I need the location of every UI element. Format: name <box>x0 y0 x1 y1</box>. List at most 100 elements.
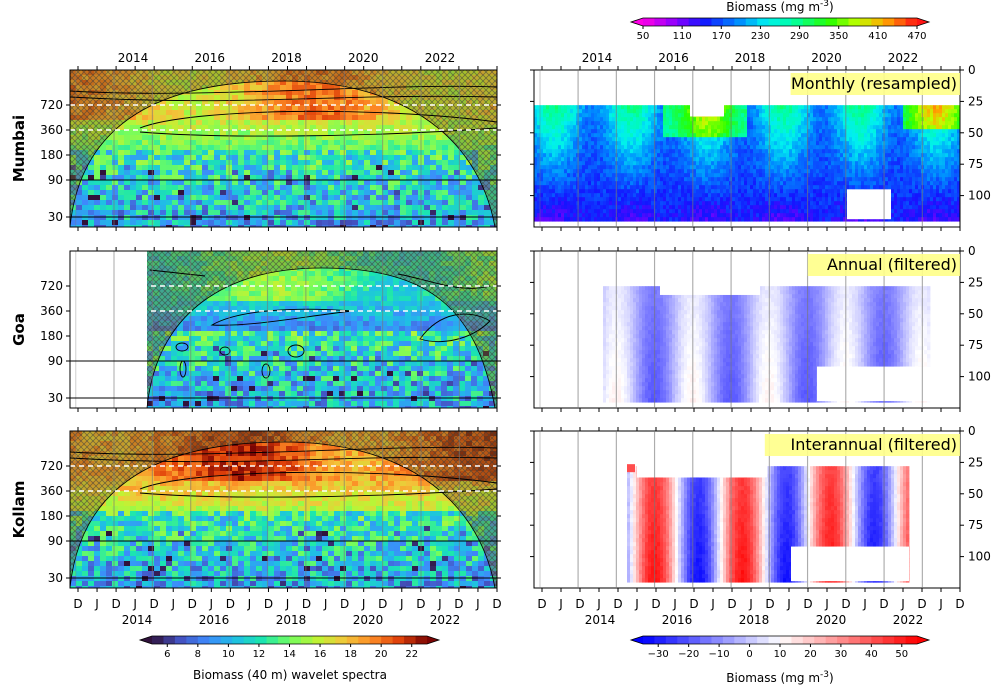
top-year-label: 2016 <box>194 51 225 65</box>
bottom-year-label: 2014 <box>585 613 616 627</box>
top-year-label: 2016 <box>658 51 689 65</box>
interannual-heatmap <box>627 464 910 583</box>
wavelet-panel-mumbai <box>70 70 497 227</box>
colorbar-tick-label: 230 <box>751 31 770 42</box>
top-year-label: 2014 <box>118 51 149 65</box>
panel-frame <box>69 250 498 409</box>
colorbar-extend-high <box>427 636 439 644</box>
depth-tick-label: 25 <box>968 455 983 469</box>
biomass-colorbar-top <box>629 17 931 29</box>
y-tick-label: 90 <box>48 354 63 368</box>
colorbar-tick-label: 50 <box>895 649 908 660</box>
wavelet-colorbar-label: Biomass (40 m) wavelet spectra <box>193 668 387 682</box>
bottom-year-label: 2020 <box>353 613 384 627</box>
month-label: D <box>378 597 387 611</box>
month-label: J <box>634 597 639 611</box>
row-label: Kollam <box>10 481 28 539</box>
top-year-label: 2022 <box>888 51 919 65</box>
colorbar-tick-label: −10 <box>709 649 730 660</box>
month-label: D <box>689 597 698 611</box>
colorbar-tick-label: 30 <box>835 649 848 660</box>
month-label: D <box>492 597 501 611</box>
y-tick-label: 360 <box>40 123 63 137</box>
interannual-panel-frame <box>533 430 961 589</box>
row-label: Goa <box>10 313 28 346</box>
month-label: D <box>340 597 349 611</box>
colorbar-extend-high <box>917 18 929 26</box>
month-label: D <box>879 597 888 611</box>
month-label: D <box>111 597 120 611</box>
anomaly-colorbar <box>629 635 931 647</box>
bottom-year-label: 2016 <box>199 613 230 627</box>
top-year-label: 2020 <box>348 51 379 65</box>
month-label: J <box>862 597 867 611</box>
colorbar-tick-label: 8 <box>195 649 201 660</box>
bottom-year-label: 2022 <box>893 613 924 627</box>
depth-tick-label: 75 <box>968 338 983 352</box>
month-label: D <box>955 597 964 611</box>
y-tick-label: 360 <box>40 304 63 318</box>
month-label: D <box>841 597 850 611</box>
colorbar-tick-label: 14 <box>283 649 296 660</box>
coi-hatch <box>70 431 497 588</box>
depth-tick-label: 75 <box>968 518 983 532</box>
month-label: J <box>786 597 791 611</box>
significance-contour <box>139 471 497 498</box>
colorbar-tick-label: 6 <box>164 649 170 660</box>
y-tick-label: 90 <box>48 534 63 548</box>
panel-frame <box>69 430 498 589</box>
top-year-label: 2020 <box>811 51 842 65</box>
colorbar-extend-low <box>631 18 643 26</box>
month-label: J <box>437 597 442 611</box>
month-label: D <box>416 597 425 611</box>
bottom-year-label: 2018 <box>739 613 770 627</box>
y-tick-label: 180 <box>40 329 63 343</box>
depth-tick-label: 0 <box>968 424 976 438</box>
significance-contour <box>70 446 497 463</box>
month-label: J <box>824 597 829 611</box>
colorbar-tick-label: 10 <box>222 649 235 660</box>
month-label: D <box>651 597 660 611</box>
month-label: D <box>575 597 584 611</box>
y-tick-label: 180 <box>40 509 63 523</box>
annual-heatmap <box>603 285 931 403</box>
month-label: D <box>188 597 197 611</box>
top-year-label: 2018 <box>735 51 766 65</box>
month-label: J <box>94 597 99 611</box>
month-label: D <box>537 597 546 611</box>
annual-panel-frame <box>533 250 961 409</box>
colorbar-tick-label: 290 <box>790 31 809 42</box>
colorbar-tick-label: 0 <box>746 649 752 660</box>
depth-tick-label: 0 <box>968 244 976 258</box>
y-tick-label: 30 <box>48 391 63 405</box>
colorbar-extend-high <box>917 636 929 644</box>
y-tick-label: 90 <box>48 173 63 187</box>
top-year-label: 2018 <box>271 51 302 65</box>
depth-tick-label: 50 <box>968 126 983 140</box>
top-year-label: 2022 <box>425 51 456 65</box>
month-label: J <box>247 597 252 611</box>
colorbar-tick-label: 470 <box>907 31 926 42</box>
depth-tick-label: 100 <box>968 189 991 203</box>
colorbar-extend-low <box>140 636 152 644</box>
coi-line <box>70 441 496 588</box>
month-label: D <box>226 597 235 611</box>
month-label: J <box>900 597 905 611</box>
month-label: D <box>264 597 273 611</box>
colorbar-tick-label: 20 <box>804 649 817 660</box>
colorbar-tick-label: 18 <box>344 649 357 660</box>
bottom-year-label: 2020 <box>816 613 847 627</box>
y-tick-label: 30 <box>48 571 63 585</box>
y-tick-label: 720 <box>40 98 63 112</box>
month-label: J <box>475 597 480 611</box>
coi-hatch <box>147 251 497 408</box>
colorbar-tick-label: −30 <box>648 649 669 660</box>
panel-title-box <box>790 73 960 95</box>
colorbar-tick-label: 170 <box>712 31 731 42</box>
colorbar-tick-label: 350 <box>829 31 848 42</box>
month-label: J <box>558 597 563 611</box>
month-label: D <box>302 597 311 611</box>
panel-title-box <box>764 434 960 456</box>
depth-tick-label: 100 <box>968 370 991 384</box>
depth-tick-label: 25 <box>968 94 983 108</box>
